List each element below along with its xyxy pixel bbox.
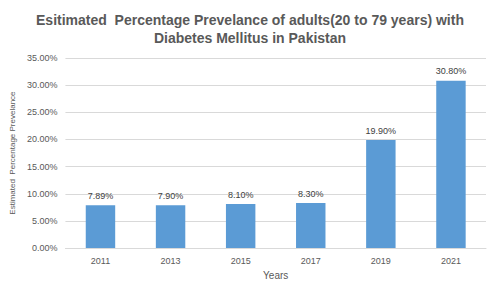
svg-text:2019: 2019 <box>371 256 391 266</box>
svg-text:35.00%: 35.00% <box>27 53 58 63</box>
svg-text:30.80%: 30.80% <box>436 66 467 76</box>
svg-text:15.00%: 15.00% <box>27 162 58 172</box>
svg-text:5.00%: 5.00% <box>32 216 58 226</box>
svg-text:Estimated Percentage Prevelan: Estimated Percentage Prevelance <box>8 91 17 215</box>
svg-text:8.30%: 8.30% <box>298 189 324 199</box>
svg-text:2021: 2021 <box>441 256 461 266</box>
svg-text:10.00%: 10.00% <box>27 189 58 199</box>
svg-text:30.00%: 30.00% <box>27 80 58 90</box>
svg-text:0.00%: 0.00% <box>32 243 58 253</box>
svg-text:8.10%: 8.10% <box>228 190 254 200</box>
svg-text:Years: Years <box>263 270 288 281</box>
svg-text:25.00%: 25.00% <box>27 107 58 117</box>
svg-text:2015: 2015 <box>231 256 251 266</box>
svg-text:20.00%: 20.00% <box>27 134 58 144</box>
svg-text:2011: 2011 <box>91 256 110 266</box>
svg-text:7.90%: 7.90% <box>158 191 184 201</box>
svg-text:Diabetes Mellitus in Pakistan: Diabetes Mellitus in Pakistan <box>154 30 346 46</box>
svg-text:Esitimated Percentage Prevela: Esitimated Percentage Prevelance of adul… <box>36 12 464 28</box>
svg-text:7.89%: 7.89% <box>88 191 114 201</box>
svg-text:2013: 2013 <box>161 256 181 266</box>
svg-text:19.90%: 19.90% <box>366 126 397 136</box>
svg-text:2017: 2017 <box>301 256 321 266</box>
